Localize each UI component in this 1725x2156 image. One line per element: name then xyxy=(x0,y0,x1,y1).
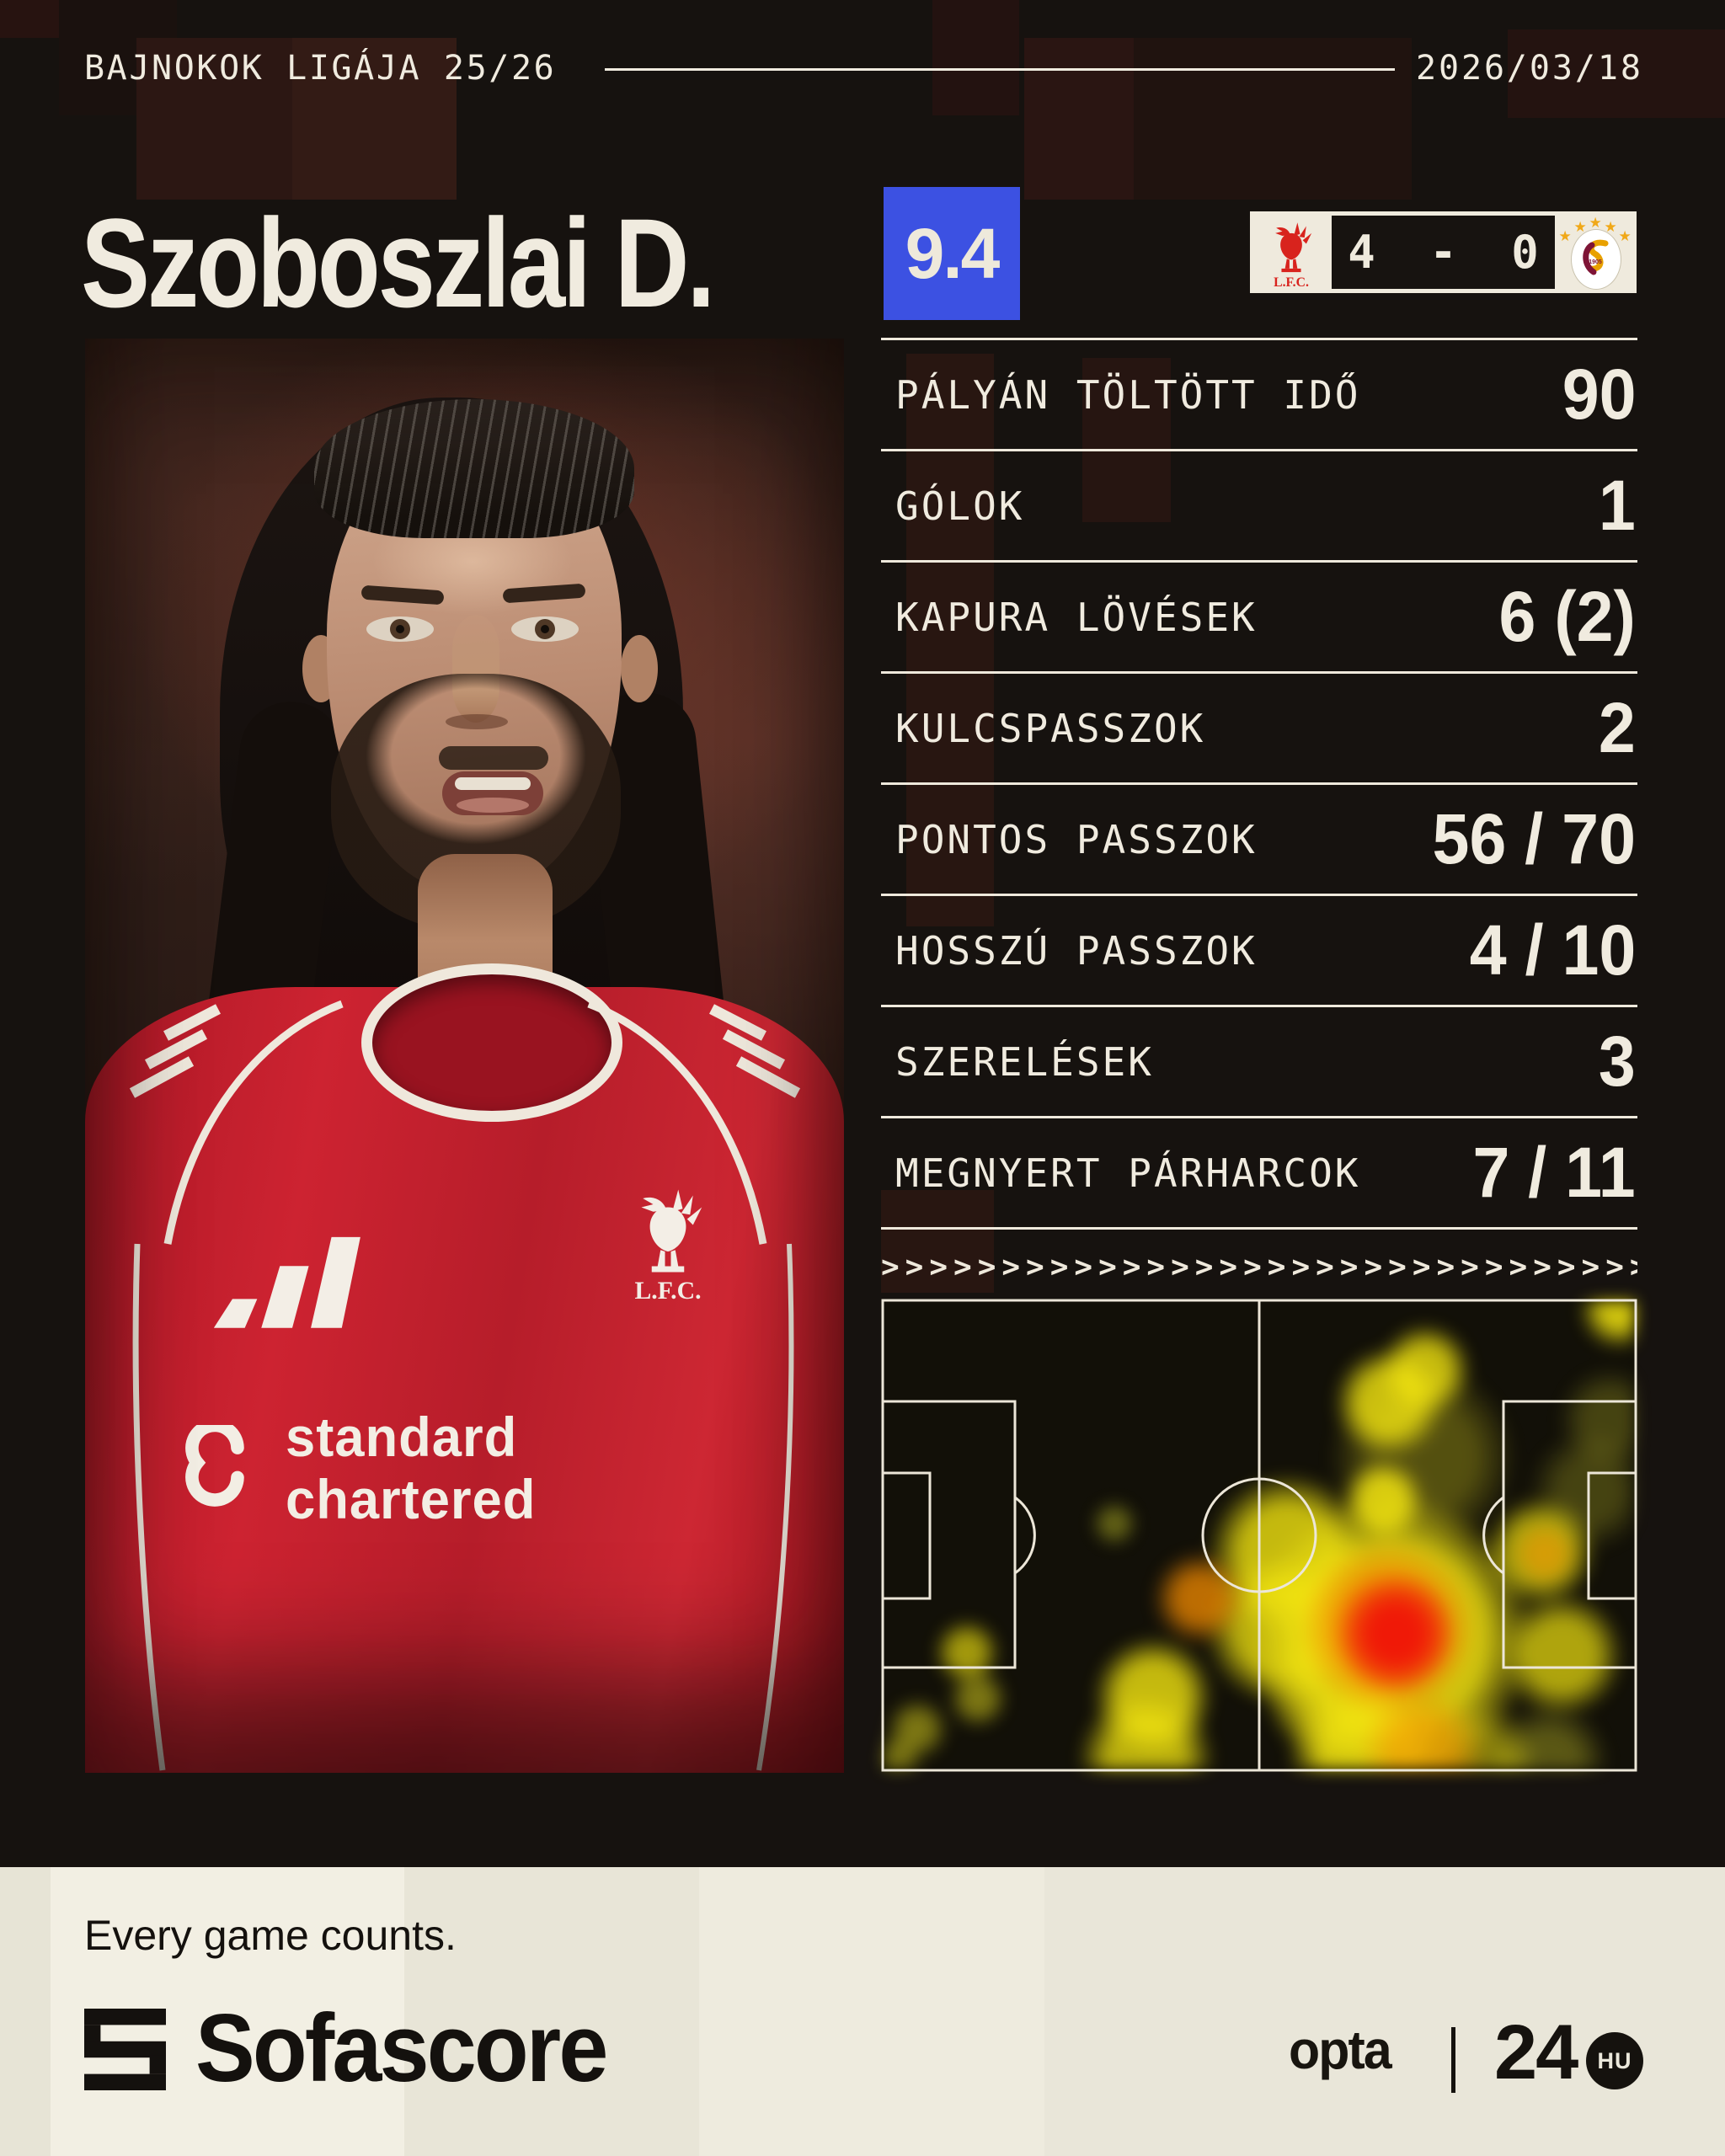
crest-oval: 1905 xyxy=(1570,228,1621,290)
stat-row: PÁLYÁN TÖLTÖTT IDŐ 90 xyxy=(881,338,1637,449)
background-accent-block xyxy=(1508,29,1725,118)
background-accent-block xyxy=(1082,358,1171,522)
header-rule xyxy=(605,68,1395,71)
adidas-logo-icon xyxy=(213,1236,360,1328)
score-text: 4 - 0 xyxy=(1348,226,1552,279)
24hu-badge-text: HU xyxy=(1597,2047,1632,2073)
footer-divider xyxy=(1451,2027,1455,2093)
stat-value: 7 / 11 xyxy=(1472,1133,1637,1212)
stat-row: HOSSZÚ PASSZOK 4 / 10 xyxy=(881,894,1637,1005)
arrows-decoration: >>>>>>>>>>>>>>>>>>>>>>>>>>>>>>>>> xyxy=(881,1250,1637,1284)
star-icon: ★ xyxy=(1589,214,1602,231)
24hu-number: 24 xyxy=(1494,2009,1578,2095)
sofascore-wordmark: Sofascore xyxy=(195,1995,608,2102)
eye xyxy=(366,616,434,642)
footer-tile xyxy=(0,1867,51,2156)
footer-tile xyxy=(1044,1867,1725,2156)
stat-value: 56 / 70 xyxy=(1432,799,1637,878)
heatmap-pitch xyxy=(881,1299,1637,1772)
stat-row: GÓLOK 1 xyxy=(881,449,1637,560)
star-icon: ★ xyxy=(1558,227,1572,244)
background-accent-block xyxy=(881,1190,994,1293)
stats-list: PÁLYÁN TÖLTÖTT IDŐ 90 GÓLOK 1 KAPURA LÖV… xyxy=(881,338,1637,1230)
pitch-lines xyxy=(881,1299,1637,1772)
footer-tile xyxy=(404,1867,699,2156)
stat-row: MEGNYERT PÁRHARCOK 7 / 11 xyxy=(881,1116,1637,1227)
footer: Every game counts. Sofascore opta 24 HU xyxy=(0,1867,1725,2156)
stat-value: 3 xyxy=(1599,1022,1637,1101)
mouth xyxy=(442,771,543,815)
player-photo: L.F.C. standard chartered xyxy=(85,339,844,1773)
eye xyxy=(511,616,579,642)
svg-text:L.F.C.: L.F.C. xyxy=(634,1277,701,1305)
stat-row: KAPURA LÖVÉSEK 6 (2) xyxy=(881,560,1637,671)
24hu-badge-icon: HU xyxy=(1586,2032,1643,2089)
star-icon: ★ xyxy=(1573,218,1587,235)
star-icon: ★ xyxy=(1604,218,1617,235)
sponsor-text-line1: standard xyxy=(286,1406,518,1468)
sofascore-logo-icon xyxy=(84,2009,166,2090)
jersey-details: L.F.C. xyxy=(129,1000,801,1771)
photo-vignette xyxy=(85,339,844,1773)
scoreboard: 4 - 0 xyxy=(1332,216,1555,289)
opta-logo: opta xyxy=(1289,2020,1392,2080)
stat-label: MEGNYERT PÁRHARCOK xyxy=(895,1150,1361,1196)
stat-label: GÓLOK xyxy=(895,483,1025,529)
footer-tile xyxy=(699,1867,1044,2156)
stat-value: 6 (2) xyxy=(1498,577,1637,656)
stat-value: 90 xyxy=(1562,355,1637,434)
rating-badge: 9.4 xyxy=(884,187,1020,320)
stat-value: 2 xyxy=(1599,688,1637,767)
rating-value: 9.4 xyxy=(905,213,1001,293)
match-date: 2026/03/18 xyxy=(1416,49,1643,88)
footer-tagline: Every game counts. xyxy=(84,1912,457,1959)
standard-chartered-logo-icon xyxy=(185,1424,244,1507)
jersey-sponsor: standard chartered xyxy=(173,1406,547,1531)
stat-label: SZERELÉSEK xyxy=(895,1038,1154,1085)
background-accent-block xyxy=(292,38,457,200)
away-team-crest: ★ ★ ★ ★ ★ 1905 xyxy=(1555,211,1637,293)
ear xyxy=(621,635,658,702)
galatasaray-crest-icon: ★ ★ ★ ★ ★ 1905 xyxy=(1557,216,1635,290)
star-icon: ★ xyxy=(1618,227,1632,244)
background-accent-block xyxy=(1024,38,1134,200)
stat-label: KAPURA LÖVÉSEK xyxy=(895,594,1258,640)
player-name: Szoboszlai D. xyxy=(81,192,715,334)
mustache xyxy=(439,746,548,770)
background-accent-block xyxy=(136,38,292,200)
score-widget: L.F.C. 4 - 0 ★ ★ ★ ★ ★ 1905 xyxy=(1250,211,1637,293)
background-accent-block xyxy=(1134,38,1412,200)
stat-label: PÁLYÁN TÖLTÖTT IDŐ xyxy=(895,371,1361,418)
home-team-crest: L.F.C. xyxy=(1250,211,1332,293)
stat-label: KULCSPASSZOK xyxy=(895,705,1206,751)
lfc-crest-icon: L.F.C. xyxy=(634,1189,702,1305)
stat-row: KULCSPASSZOK 2 xyxy=(881,671,1637,782)
stat-row: SZERELÉSEK 3 xyxy=(881,1005,1637,1116)
stat-label: HOSSZÚ PASSZOK xyxy=(895,927,1258,974)
svg-text:L.F.C.: L.F.C. xyxy=(1274,275,1309,287)
svg-text:1905: 1905 xyxy=(1589,259,1602,265)
liverpool-liverbird-icon: L.F.C. xyxy=(1274,221,1311,288)
competition-label: BAJNOKOK LIGÁJA 25/26 xyxy=(84,49,557,88)
sponsor-text-line2: chartered xyxy=(286,1467,537,1530)
stat-label: PONTOS PASSZOK xyxy=(895,816,1258,862)
slicked-hair xyxy=(314,399,634,538)
stat-value: 1 xyxy=(1599,466,1637,545)
stat-value: 4 / 10 xyxy=(1469,910,1637,990)
background-accent-block xyxy=(932,0,1019,115)
stat-row: PONTOS PASSZOK 56 / 70 xyxy=(881,782,1637,894)
background-accent-block xyxy=(0,0,59,38)
